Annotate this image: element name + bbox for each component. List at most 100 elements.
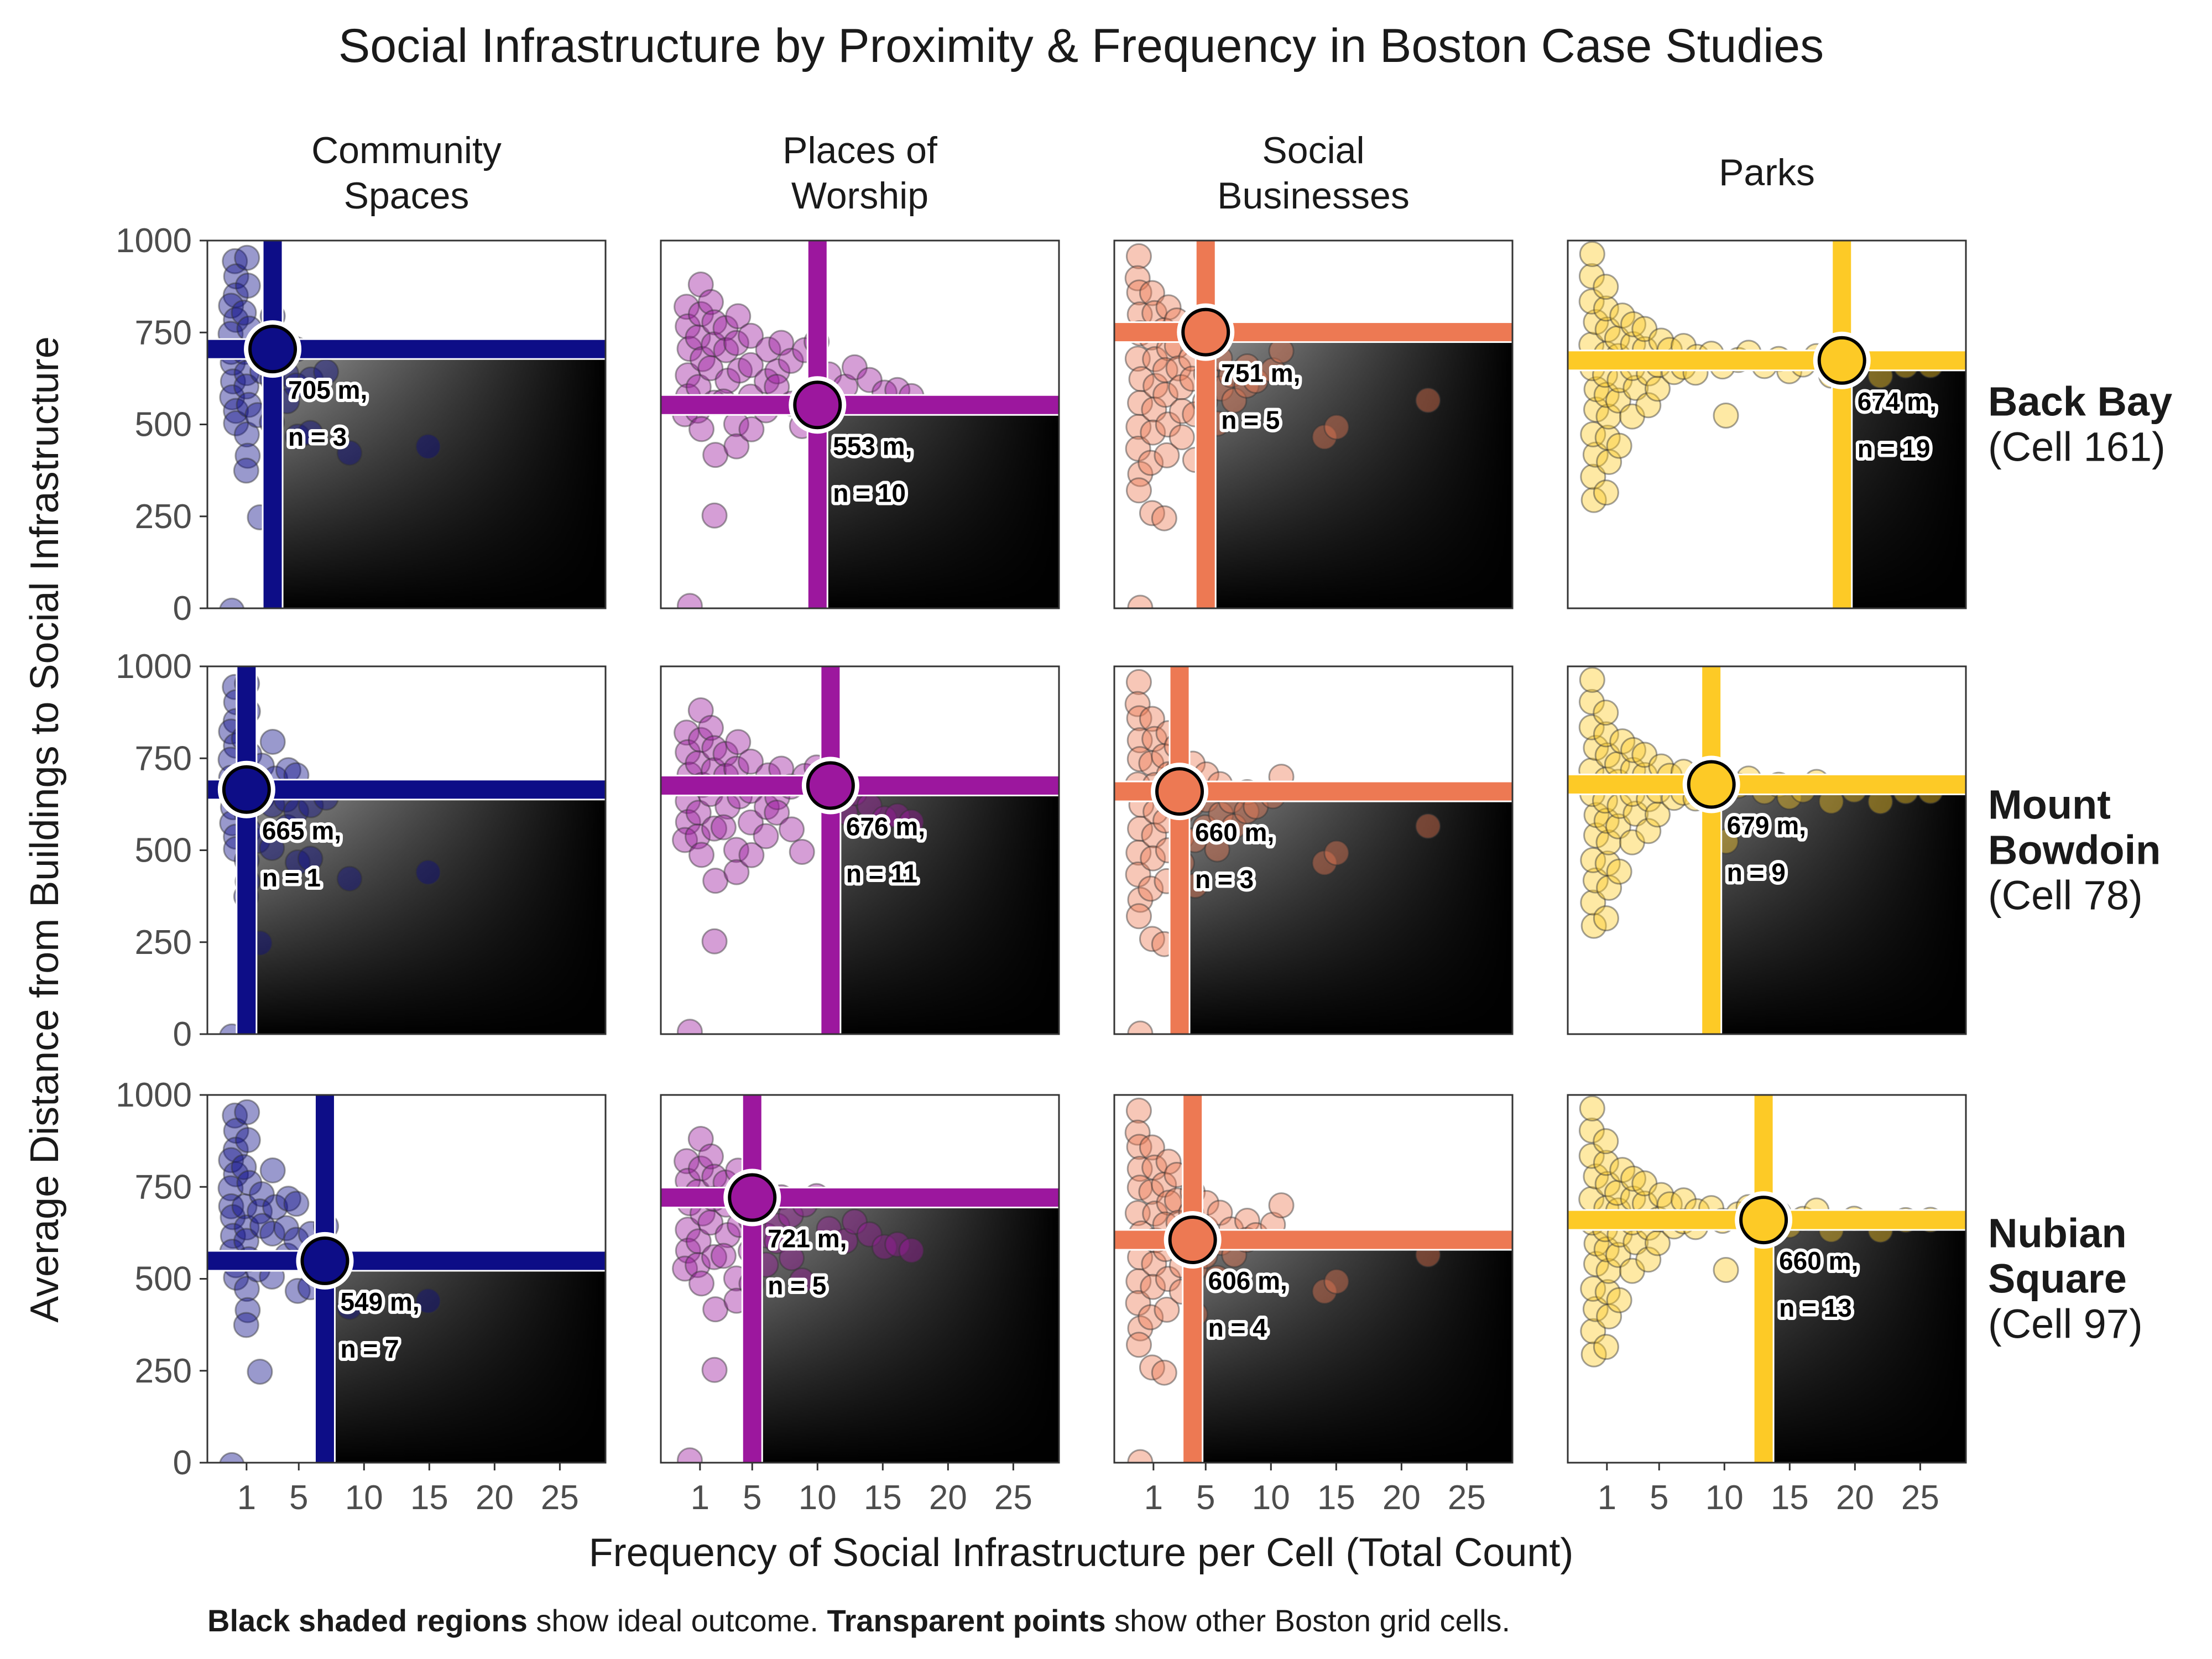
background-point xyxy=(1141,1250,1167,1277)
panel-border xyxy=(660,1094,1060,1464)
background-point xyxy=(1594,1171,1621,1197)
background-point xyxy=(1125,669,1152,695)
background-point xyxy=(1323,1268,1350,1295)
background-point xyxy=(1127,816,1154,842)
y-tick-label: 1000 xyxy=(116,1076,192,1114)
background-point xyxy=(755,336,781,363)
background-point xyxy=(297,846,324,872)
background-point xyxy=(675,739,701,765)
row-strip-label: Back Bay xyxy=(1988,379,2172,425)
background-point xyxy=(1221,387,1248,414)
background-point xyxy=(712,740,739,767)
background-point xyxy=(1595,1258,1622,1284)
background-point xyxy=(1593,295,1619,322)
background-point xyxy=(336,1294,363,1321)
background-point xyxy=(283,372,310,399)
background-point xyxy=(222,282,249,309)
background-point xyxy=(1580,1341,1607,1368)
background-point xyxy=(248,1181,275,1207)
highlight-vline xyxy=(262,241,284,608)
background-point xyxy=(1125,243,1152,269)
background-point xyxy=(1139,706,1165,732)
x-tick-label: 25 xyxy=(1448,1479,1486,1517)
background-point xyxy=(1620,737,1647,763)
background-point xyxy=(1631,742,1658,768)
background-point xyxy=(764,800,790,826)
background-point xyxy=(1127,886,1154,913)
panel-border xyxy=(660,239,1060,609)
background-point xyxy=(218,293,244,319)
background-point xyxy=(1140,1274,1166,1300)
background-point xyxy=(1594,742,1621,769)
annotation-count: n = 11 xyxy=(846,859,917,888)
background-point xyxy=(259,1220,286,1247)
annotation-count: n = 4 xyxy=(1208,1313,1267,1342)
background-point xyxy=(218,1147,244,1173)
background-point xyxy=(275,1186,301,1212)
background-point xyxy=(297,420,324,446)
background-point xyxy=(1580,463,1606,490)
background-point xyxy=(1619,403,1645,430)
x-tick-label: 20 xyxy=(929,1479,967,1517)
background-point xyxy=(723,330,749,356)
background-point xyxy=(898,808,925,835)
background-point xyxy=(1606,1287,1632,1313)
background-point xyxy=(685,1228,712,1255)
background-point xyxy=(1605,813,1631,839)
background-point xyxy=(1139,926,1165,952)
background-point xyxy=(697,714,724,741)
background-point xyxy=(856,367,883,393)
background-point xyxy=(231,1193,258,1220)
annotation-count: n = 3 xyxy=(1195,865,1254,894)
background-point xyxy=(768,330,795,356)
background-point xyxy=(273,1215,300,1241)
background-point xyxy=(1583,822,1610,849)
background-point xyxy=(689,346,716,372)
background-point xyxy=(298,366,324,393)
panel-r2-c0: 549 m, n = 7 0 250 500 750 1000 1 5 10 15 20 25 xyxy=(116,1076,607,1517)
background-point xyxy=(1609,302,1636,329)
background-point xyxy=(764,358,791,385)
background-point xyxy=(1125,861,1151,888)
annotation-count: n = 13 xyxy=(1779,1293,1852,1322)
background-point xyxy=(1125,903,1152,930)
annotation-count: n = 19 xyxy=(1858,434,1931,463)
panel-r2-c1: 721 m, n = 5 1 5 10 15 20 25 xyxy=(660,1094,1060,1517)
background-point xyxy=(712,315,739,341)
x-tick-label: 5 xyxy=(1196,1479,1215,1517)
background-point xyxy=(1156,1190,1182,1216)
background-point xyxy=(1125,1290,1151,1316)
background-point xyxy=(259,728,286,755)
background-point xyxy=(1593,1236,1620,1262)
highlight-vline xyxy=(1752,1095,1775,1463)
caption-text-2: show other Boston grid cells. xyxy=(1106,1603,1510,1638)
background-point xyxy=(685,800,712,826)
y-tick-label: 750 xyxy=(135,1168,192,1206)
background-point xyxy=(1595,829,1622,855)
background-point xyxy=(789,1267,815,1293)
x-tick-label: 1 xyxy=(237,1479,256,1517)
background-point xyxy=(1713,1257,1739,1284)
background-point xyxy=(219,597,245,608)
background-point xyxy=(222,248,248,274)
background-point xyxy=(1126,279,1152,306)
background-point xyxy=(737,352,764,378)
caption-bold-1: Black shaded regions xyxy=(207,1603,528,1638)
background-point xyxy=(701,1244,728,1270)
background-point xyxy=(233,421,260,448)
background-point xyxy=(1578,1142,1605,1169)
y-tick-label: 750 xyxy=(135,739,192,778)
background-point xyxy=(1582,867,1609,894)
background-point xyxy=(1142,373,1169,399)
highlight-point xyxy=(728,1173,777,1222)
background-point xyxy=(1415,813,1441,839)
background-point xyxy=(1594,316,1621,343)
background-point xyxy=(676,1019,703,1034)
x-tick-label: 25 xyxy=(1901,1479,1939,1517)
background-point xyxy=(1155,294,1182,321)
background-point xyxy=(714,368,741,394)
background-point xyxy=(1124,1119,1151,1146)
background-point xyxy=(1124,265,1151,291)
background-point xyxy=(738,809,764,836)
